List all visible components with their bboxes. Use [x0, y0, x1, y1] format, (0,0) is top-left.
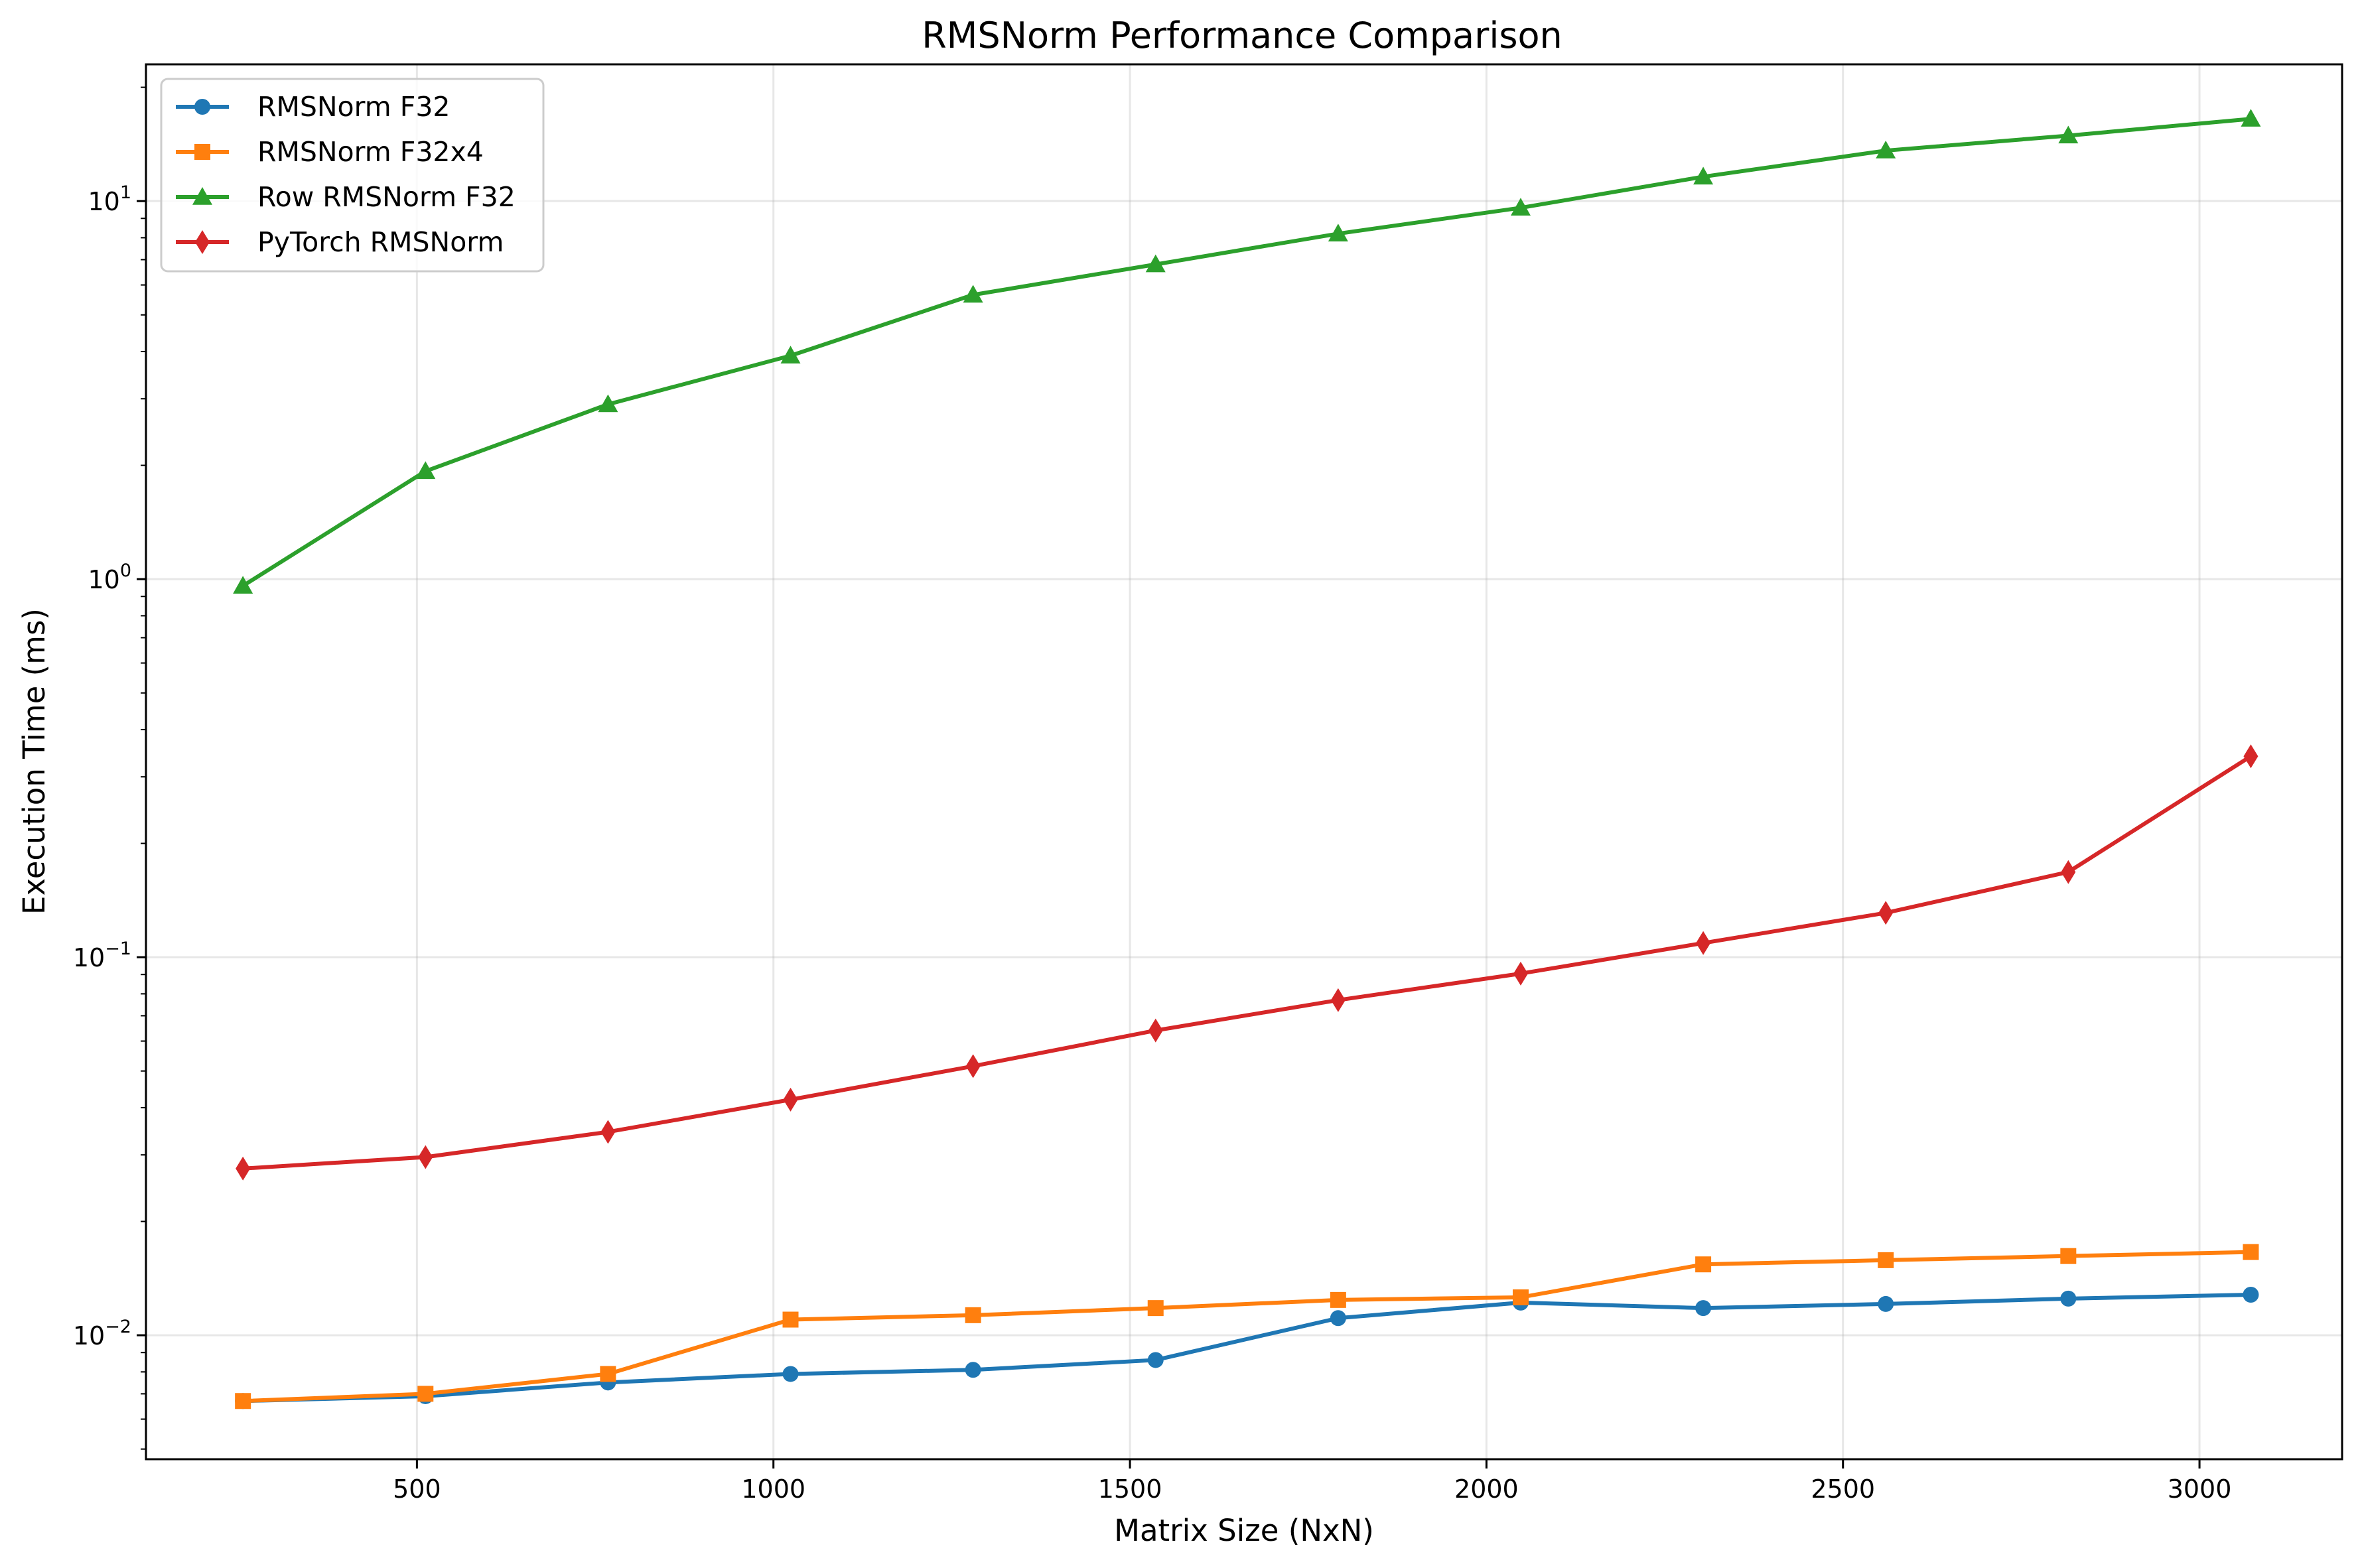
series-line [241, 1250, 2253, 1404]
data-point [1147, 1300, 1164, 1317]
legend-marker [192, 187, 212, 205]
data-point [233, 576, 253, 594]
data-point [1147, 1352, 1164, 1368]
data-point [1330, 1310, 1346, 1327]
data-point [2243, 1244, 2259, 1260]
data-point [1695, 1256, 1712, 1273]
y-axis-label: Execution Time (ms) [17, 608, 52, 915]
data-point [965, 1054, 981, 1078]
chart-title: RMSNorm Performance Comparison [922, 15, 1563, 56]
data-point [1512, 1289, 1529, 1305]
data-point [598, 394, 618, 413]
series-2 [233, 109, 2261, 594]
plot-frame [145, 63, 2343, 1461]
y-tick-label: 10−1 [73, 939, 131, 972]
data-point [1696, 931, 1711, 955]
series-3 [236, 744, 2258, 1181]
y-tick-label: 10−2 [73, 1317, 131, 1350]
data-point [965, 1307, 981, 1323]
legend-label: Row RMSNorm F32 [257, 181, 516, 213]
x-tick-label: 1000 [741, 1474, 805, 1504]
data-point [417, 1386, 434, 1402]
data-point [2060, 1248, 2077, 1264]
x-tick-label: 500 [393, 1474, 441, 1504]
x-axis-label: Matrix Size (NxN) [1114, 1513, 1374, 1548]
data-point [2243, 744, 2258, 769]
data-point [780, 346, 801, 363]
data-point [1876, 141, 1896, 159]
data-point [2243, 1286, 2259, 1303]
data-point [235, 1393, 251, 1409]
series-0 [235, 1286, 2259, 1409]
series-line [241, 1292, 2253, 1404]
legend-box [160, 78, 545, 273]
data-point [600, 1366, 616, 1382]
x-tick-label: 2500 [1811, 1474, 1875, 1504]
legend-marker [194, 144, 210, 160]
data-point [1328, 224, 1348, 242]
data-point [418, 1145, 433, 1169]
y-tick-label: 101 [88, 182, 131, 216]
data-point [2058, 125, 2079, 144]
data-point [600, 1120, 616, 1144]
legend-label: RMSNorm F32x4 [257, 136, 484, 168]
series-line [241, 754, 2253, 1171]
y-axis-ticks: 10−2 10−1 100 101 [73, 86, 146, 1450]
data-point [783, 1087, 798, 1112]
data-point [963, 285, 983, 303]
data-point [782, 1366, 799, 1382]
data-point [2061, 860, 2076, 884]
data-point [1878, 901, 1894, 925]
series-line [241, 117, 2253, 588]
data-point [2241, 109, 2261, 127]
data-point [2060, 1290, 2077, 1307]
data-point [1695, 1300, 1712, 1317]
x-tick-label: 2000 [1454, 1474, 1519, 1504]
data-point [1510, 198, 1531, 216]
legend-marker [195, 230, 210, 254]
data-point [1330, 988, 1346, 1012]
data-point [1513, 961, 1528, 986]
data-point [965, 1362, 981, 1378]
data-point [782, 1311, 799, 1328]
x-tick-label: 1500 [1098, 1474, 1162, 1504]
legend-marker [194, 99, 210, 115]
y-tick-label: 100 [88, 560, 131, 594]
grid [146, 64, 2342, 1459]
legend-label: RMSNorm F32 [257, 91, 451, 123]
series-layer [233, 109, 2261, 1409]
data-point [1330, 1291, 1346, 1308]
series-1 [235, 1244, 2259, 1409]
data-point [1878, 1295, 1894, 1312]
legend: RMSNorm F32 RMSNorm F32x4 Row RMSNorm F32 P… [160, 78, 545, 273]
data-point [415, 461, 436, 480]
x-axis-ticks: 500 1000 1500 2000 2500 3000 [393, 1459, 2231, 1504]
data-point [1693, 166, 1714, 185]
data-point [1145, 254, 1166, 273]
data-point [1148, 1018, 1163, 1043]
data-point [1878, 1252, 1894, 1268]
data-point [236, 1156, 251, 1181]
x-tick-label: 3000 [2168, 1474, 2232, 1504]
legend-label: PyTorch RMSNorm [257, 226, 504, 258]
